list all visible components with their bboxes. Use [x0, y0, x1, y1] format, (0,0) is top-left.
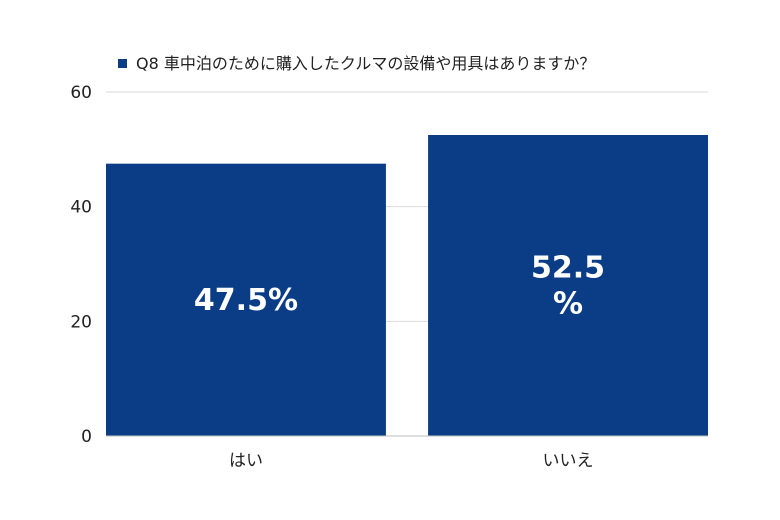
- data-label: 52.5: [531, 251, 605, 286]
- data-label: 47.5%: [194, 283, 298, 318]
- bars: [106, 135, 708, 436]
- y-tick-label: 0: [81, 427, 92, 447]
- legend-swatch: [118, 59, 127, 68]
- y-axis: 0 20 40 60: [70, 83, 92, 447]
- y-tick-label: 20: [70, 312, 92, 332]
- legend-label: Q8 車中泊のために購入したクルマの設備や用具はありますか？: [136, 54, 595, 73]
- data-label: %: [553, 287, 583, 322]
- x-tick-label: はい: [229, 451, 263, 471]
- y-tick-label: 40: [70, 198, 92, 218]
- x-tick-label: いいえ: [543, 451, 594, 471]
- legend: Q8 車中泊のために購入したクルマの設備や用具はありますか？: [118, 54, 595, 73]
- data-labels: 47.5% 52.5%: [194, 251, 605, 322]
- bar: [106, 163, 386, 436]
- bar: [428, 135, 708, 436]
- x-axis: はい いいえ: [229, 451, 594, 471]
- y-tick-label: 60: [70, 83, 92, 103]
